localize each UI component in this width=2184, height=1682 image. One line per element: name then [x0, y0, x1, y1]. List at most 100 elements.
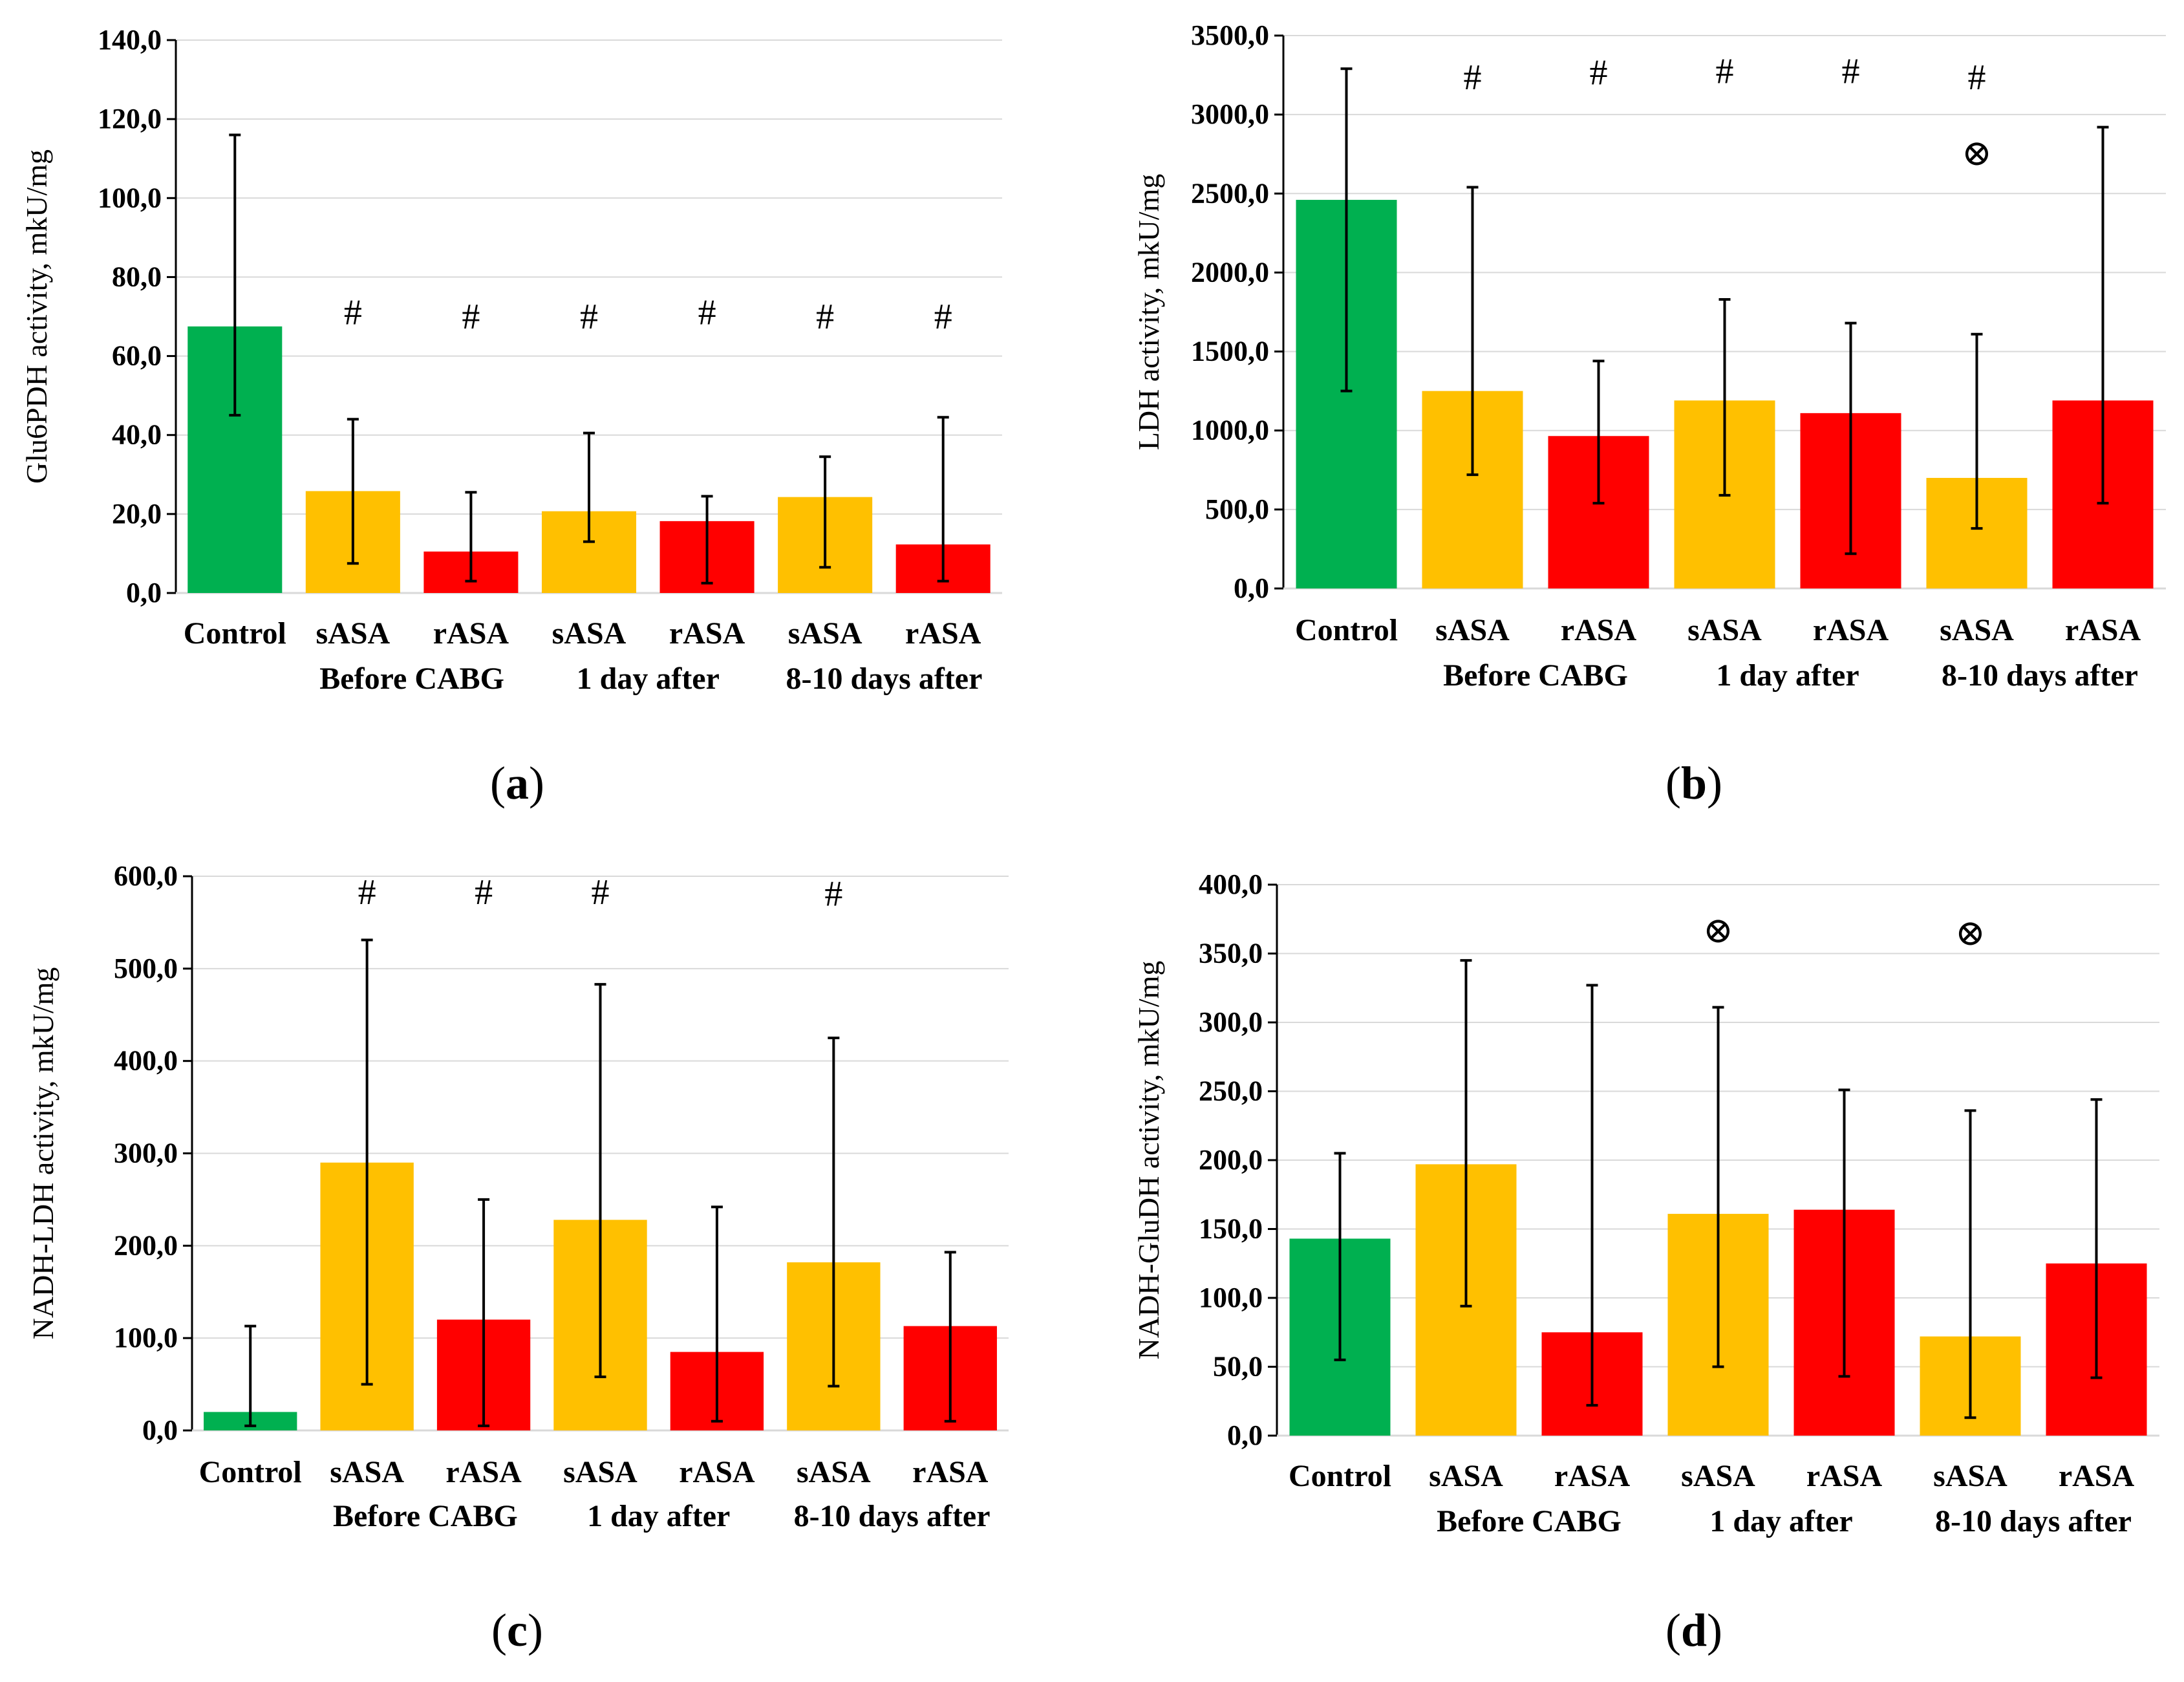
category-label: rASA	[2059, 1459, 2135, 1493]
y-tick-label: 200,0	[1199, 1144, 1263, 1176]
category-label: rASA	[445, 1455, 522, 1489]
significance-hash-marker: #	[1464, 58, 1482, 98]
group-label: Before CABG	[1443, 658, 1628, 693]
panel-d: 0,0 50,0 100,0 150,0 200,0 250,0 300,0 350,0 400…	[1099, 841, 2184, 1552]
panel-c: 0,0 100,0 200,0 300,0 400,0 500,0 600,0 NADH-LD…	[0, 841, 1067, 1552]
category-label: sASA	[316, 616, 391, 651]
category-label: sASA	[797, 1455, 871, 1489]
y-tick-label: 100,0	[1199, 1282, 1263, 1313]
significance-hash-marker: #	[698, 293, 716, 333]
category-label: rASA	[1554, 1459, 1631, 1493]
y-tick-label: 400,0	[114, 1045, 178, 1077]
significance-otimes-marker: ⊗	[1703, 911, 1733, 951]
category-label: rASA	[912, 1455, 989, 1489]
category-label: sASA	[1687, 613, 1762, 647]
y-tick-label: 100,0	[98, 182, 162, 213]
category-label: sASA	[1940, 613, 2014, 647]
y-tick-label: 80,0	[112, 261, 162, 292]
group-label: 8-10 days after	[786, 662, 982, 696]
chart-d: 0,0 50,0 100,0 150,0 200,0 250,0 300,0 350,0 400…	[1132, 868, 2159, 1538]
panel-b: 0,0 500,0 1000,0 1500,0 2000,0 2500,0 3000,0 35…	[1099, 0, 2184, 711]
group-label: Before CABG	[333, 1499, 518, 1533]
y-tick-label: 300,0	[114, 1138, 178, 1169]
category-label: sASA	[1435, 613, 1510, 647]
y-tick-label: 0,0	[142, 1414, 178, 1446]
caption-c: (c)	[491, 1604, 543, 1656]
group-label: 1 day after	[1716, 658, 1859, 693]
category-label: sASA	[1933, 1459, 2007, 1493]
y-tick-label: 3000,0	[1191, 98, 1269, 130]
caption-b: (b)	[1665, 757, 1722, 809]
category-label: rASA	[679, 1455, 755, 1489]
significance-hash-marker: #	[344, 293, 362, 333]
significance-otimes-marker: ⊗	[1955, 914, 1986, 954]
significance-hash-marker: #	[1590, 53, 1608, 93]
y-tick-label: 3500,0	[1191, 19, 1269, 51]
category-label: rASA	[433, 616, 509, 651]
y-tick-label: 0,0	[1234, 572, 1269, 604]
y-tick-label: 300,0	[1199, 1006, 1263, 1038]
significance-hash-marker: #	[816, 297, 834, 337]
y-tick-label: 40,0	[112, 419, 162, 451]
significance-hash-marker: #	[580, 297, 598, 337]
y-tick-label: 2000,0	[1191, 256, 1269, 288]
caption-a: (a)	[490, 757, 544, 809]
group-label: Before CABG	[319, 662, 504, 696]
category-label: sASA	[788, 616, 862, 651]
y-tick-label: 400,0	[1199, 868, 1263, 900]
y-tick-label: 50,0	[1213, 1351, 1263, 1383]
category-label: rASA	[1813, 613, 1889, 647]
category-label: Control	[1295, 613, 1398, 647]
group-label: 1 day after	[577, 662, 720, 696]
significance-hash-marker: #	[824, 874, 842, 914]
significance-otimes-marker: ⊗	[1962, 133, 1992, 173]
category-label: rASA	[905, 616, 981, 651]
group-label: 8-10 days after	[794, 1499, 990, 1533]
y-tick-label: 350,0	[1199, 938, 1263, 969]
group-label: Before CABG	[1437, 1504, 1622, 1538]
y-tick-label: 120,0	[98, 103, 162, 135]
significance-hash-marker: #	[1968, 58, 1986, 98]
y-tick-label: 500,0	[114, 953, 178, 984]
significance-hash-marker: #	[934, 297, 952, 337]
y-tick-label: 20,0	[112, 498, 162, 530]
category-label: rASA	[1806, 1459, 1883, 1493]
y-axis-title: Glu6PDH activity, mkU/mg	[20, 149, 53, 484]
y-tick-label: 600,0	[114, 860, 178, 892]
chart-c: 0,0 100,0 200,0 300,0 400,0 500,0 600,0 NADH-LD…	[27, 860, 1009, 1533]
significance-hash-marker: #	[475, 872, 493, 912]
y-tick-label: 150,0	[1199, 1213, 1263, 1245]
y-axis-title: NADH-GluDH activity, mkU/mg	[1132, 961, 1165, 1360]
y-tick-label: 250,0	[1199, 1075, 1263, 1107]
y-tick-label: 200,0	[114, 1229, 178, 1261]
category-label: sASA	[563, 1455, 637, 1489]
category-label: sASA	[1681, 1459, 1755, 1493]
y-tick-label: 1500,0	[1191, 336, 1269, 367]
significance-hash-marker: #	[592, 872, 610, 912]
category-label: Control	[184, 616, 286, 651]
y-tick-label: 500,0	[1205, 493, 1269, 525]
category-label: sASA	[552, 616, 626, 651]
significance-hash-marker: #	[358, 872, 376, 912]
y-tick-label: 60,0	[112, 340, 162, 372]
category-label: rASA	[669, 616, 745, 651]
significance-hash-marker: #	[1842, 51, 1860, 91]
chart-a: 0,0 20,0 40,0 60,0 80,0 100,0 120,0 140,0 Glu6PD…	[20, 24, 1002, 696]
group-label: 8-10 days after	[1942, 658, 2138, 693]
category-label: sASA	[330, 1455, 404, 1489]
y-tick-label: 100,0	[114, 1322, 178, 1353]
significance-hash-marker: #	[462, 297, 480, 337]
y-tick-label: 1000,0	[1191, 415, 1269, 446]
y-axis-title: NADH-LDH activity, mkU/mg	[27, 967, 59, 1340]
group-label: 1 day after	[1709, 1504, 1852, 1538]
group-label: 1 day after	[587, 1499, 730, 1533]
y-tick-label: 0,0	[126, 577, 162, 609]
y-tick-label: 140,0	[98, 24, 162, 56]
y-tick-label: 2500,0	[1191, 177, 1269, 209]
panel-a: 0,0 20,0 40,0 60,0 80,0 100,0 120,0 140,0 Glu6PD…	[0, 0, 1067, 711]
category-label: Control	[199, 1455, 302, 1489]
group-label: 8-10 days after	[1935, 1504, 2132, 1538]
caption-d: (d)	[1665, 1604, 1722, 1656]
category-label: Control	[1289, 1459, 1391, 1493]
significance-hash-marker: #	[1716, 51, 1734, 91]
